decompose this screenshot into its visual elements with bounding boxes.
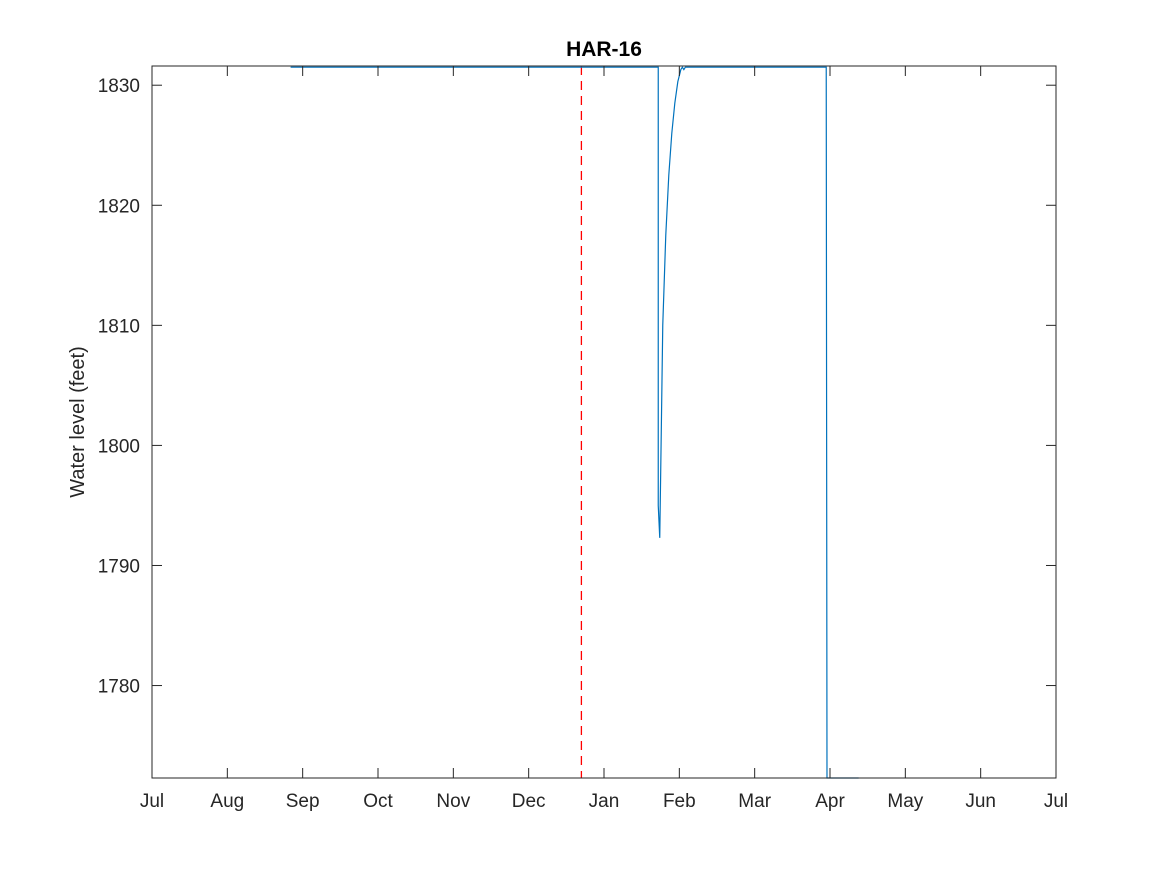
y-tick-label: 1780 <box>98 677 140 698</box>
x-tick-label: Nov <box>436 791 470 812</box>
chart-title: HAR-16 <box>566 38 642 61</box>
y-tick-label: 1800 <box>98 436 140 457</box>
y-tick-label: 1830 <box>98 76 140 97</box>
x-tick-label: Jul <box>140 791 164 812</box>
y-tick-label: 1820 <box>98 196 140 217</box>
series-layer <box>290 66 859 779</box>
x-tick-label: Jan <box>589 791 620 812</box>
x-tick-label: Jun <box>965 791 996 812</box>
tick-layer: Jul Aug Sep Oct Nov Dec Jan Feb Mar Apr May Jun Jul 1… <box>98 66 1068 812</box>
water-level-series-line <box>290 66 859 779</box>
x-tick-label: Dec <box>512 791 546 812</box>
x-tick-label: Mar <box>738 791 771 812</box>
x-tick-label: Aug <box>210 791 244 812</box>
y-tick-label: 1790 <box>98 556 140 577</box>
x-tick-label: Apr <box>815 791 845 812</box>
plot-frame <box>151 65 1057 779</box>
x-tick-label: Oct <box>363 791 393 812</box>
y-axis-label: Water level (feet) <box>67 346 89 498</box>
x-tick-label: Feb <box>663 791 696 812</box>
y-tick-label: 1810 <box>98 316 140 337</box>
plot-background <box>152 66 1056 778</box>
x-tick-label: Jul <box>1044 791 1068 812</box>
x-tick-label: May <box>887 791 923 812</box>
x-tick-label: Sep <box>286 791 320 812</box>
